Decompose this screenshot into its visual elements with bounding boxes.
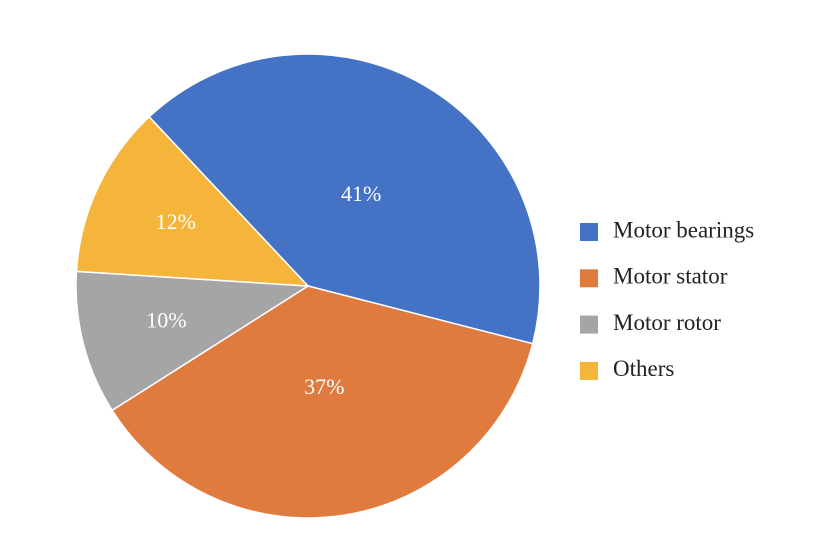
- legend-swatch: [580, 223, 598, 241]
- slice-label: 37%: [304, 374, 344, 399]
- slice-label: 41%: [341, 181, 381, 206]
- legend-label: Motor rotor: [613, 310, 721, 335]
- legend-label: Motor stator: [613, 264, 728, 289]
- pie-slice: [148, 53, 541, 345]
- pie-slice: [75, 270, 311, 412]
- slice-label: 12%: [156, 209, 196, 234]
- legend-swatch: [580, 315, 598, 334]
- pie-slice: [75, 115, 310, 287]
- legend-swatch: [580, 269, 598, 288]
- legend-label: Motor bearings: [613, 217, 754, 242]
- legend-swatch: [580, 361, 598, 380]
- slice-label: 10%: [146, 307, 186, 332]
- legend-label: Others: [613, 356, 674, 381]
